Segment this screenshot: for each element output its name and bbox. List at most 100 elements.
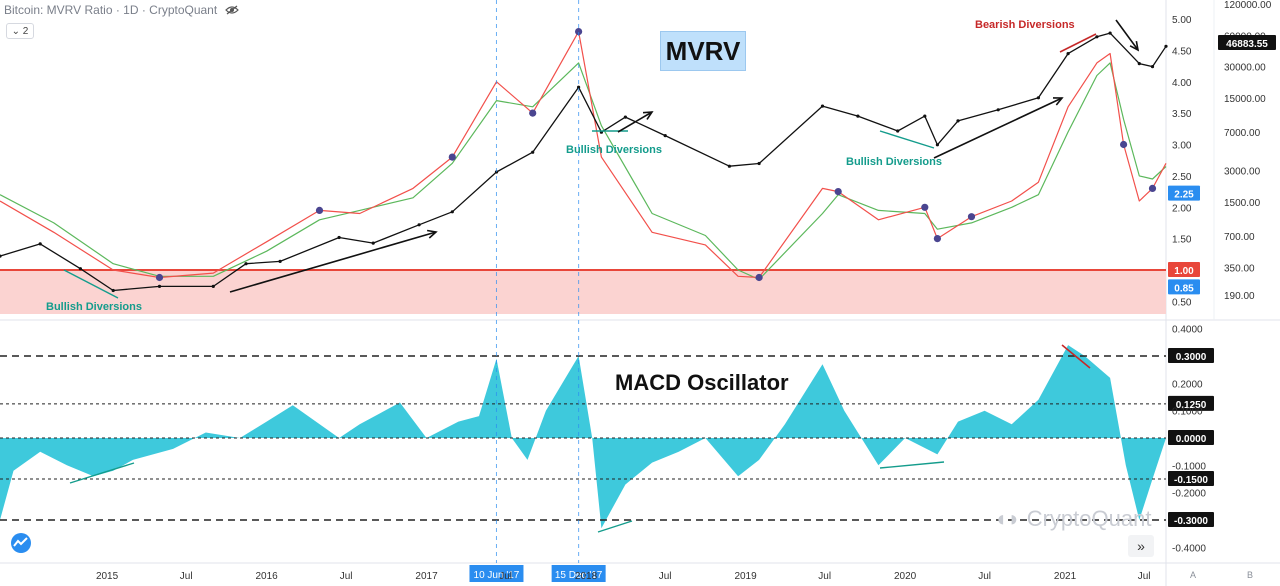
mvrv-dot [448, 153, 456, 161]
price-point [623, 115, 628, 119]
time-axis-label: 2017 [415, 571, 438, 582]
mvrv-axis-label: 2.50 [1172, 172, 1192, 183]
mvrv-dot [155, 273, 164, 282]
price-current-badge-bg [1218, 35, 1276, 50]
price-point [1164, 44, 1168, 48]
price-point [577, 85, 581, 89]
price-point [211, 284, 215, 288]
mvrv-axis-label: 0.50 [1172, 297, 1192, 308]
macd-axis-label: 0.4000 [1172, 325, 1203, 336]
price-point [996, 108, 1000, 112]
price-point [896, 129, 900, 133]
scroll-to-latest-button[interactable]: » [1128, 535, 1154, 557]
mvrv-dot [933, 235, 942, 243]
time-axis-label: 2021 [1054, 571, 1077, 582]
price-point [111, 288, 115, 293]
bullish-line-3 [879, 130, 935, 149]
macd-level-badge-bg [1168, 471, 1214, 486]
mvrv-one-badge: 1.00 [1168, 262, 1200, 277]
price-axis-label: 15000.00 [1224, 94, 1266, 105]
bearish-label: Bearish Diversions [975, 19, 1075, 31]
price-axis-label: 30000.00 [1224, 63, 1266, 74]
price-point [1137, 62, 1141, 66]
time-axis-label: Jul [1138, 571, 1151, 582]
macd-axis-label: -0.1000 [1172, 461, 1206, 472]
mvrv-axis-label: 4.50 [1172, 46, 1192, 57]
macd-level-badge-text: 0.3000 [1176, 352, 1207, 363]
price-point [0, 254, 2, 258]
auto-scale-button[interactable]: A [1189, 570, 1196, 580]
mvrv-axis-label: 5.00 [1172, 15, 1192, 26]
time-axis-label: 2016 [255, 571, 278, 582]
price-current-badge-text: 46883.55 [1226, 39, 1268, 50]
time-axis-label: Jul [978, 571, 991, 582]
below-one-zone [0, 270, 1166, 314]
price-axis-label: 7000.00 [1224, 128, 1261, 139]
bullish-arrow-2018-head [642, 111, 654, 120]
macd-level-badge-text: 0.1250 [1176, 400, 1207, 411]
bearish-arrow [1115, 19, 1140, 52]
price-point [450, 210, 454, 214]
date-marker-bg [551, 565, 606, 582]
price-point [820, 104, 825, 108]
watermark-text: ◖◗ CryptoQuant [994, 506, 1152, 531]
date-marker-badge: 15 Dec '17 [551, 565, 606, 582]
mvrv-dot [1120, 140, 1128, 149]
cryptoquant-logo-icon: ◖◗ [994, 506, 1021, 531]
macd-level-badge-bg [1168, 430, 1214, 445]
legend-toggle-button[interactable]: ⌄ 2 [6, 23, 34, 39]
macd-axis-label: -0.2000 [1172, 489, 1206, 500]
price-point [78, 267, 82, 271]
price-current-badge: 46883.55 [1218, 35, 1276, 50]
price-point [1108, 31, 1112, 35]
macd-bear-line [1061, 344, 1091, 369]
price-point [935, 143, 940, 147]
price-axis-label: 700.00 [1224, 232, 1255, 243]
bullish-label-2020: Bullish Diversions [846, 156, 942, 168]
price-point [663, 134, 667, 138]
time-axis-label: Jul [659, 571, 672, 582]
mvrv-axis-label: 1.50 [1172, 235, 1192, 246]
price-point [1066, 52, 1070, 56]
bullish-arrow-2020-shaft [933, 97, 1063, 159]
price-point [278, 259, 282, 263]
mvrv-axis-label: 3.50 [1172, 109, 1192, 120]
macd-axis-label: -0.4000 [1172, 543, 1206, 554]
mvrv-dot [575, 28, 583, 36]
eye-hidden-icon[interactable] [224, 4, 239, 18]
date-marker-bg [469, 565, 524, 582]
time-axis-label: 2015 [96, 571, 119, 582]
mvrv-dot [755, 273, 763, 282]
mvrv-panel: Bullish Diversions Bullish Diversions Bull… [0, 19, 1168, 314]
price-point [417, 223, 421, 227]
date-marker-text: 10 Jun '17 [474, 570, 520, 581]
macd-bull-line-2 [597, 520, 633, 533]
price-point [1036, 96, 1040, 100]
mvrv-dot [315, 206, 324, 214]
tradingview-logo-icon[interactable] [8, 532, 34, 554]
time-axis-label: Jul [340, 571, 353, 582]
price-point [757, 161, 761, 166]
macd-level-badge-bg [1168, 348, 1214, 363]
log-scale-button[interactable]: B [1246, 570, 1253, 580]
mvrv-one-badge-text: 1.00 [1174, 266, 1194, 277]
mvrv-one-badge-bg [1168, 262, 1200, 277]
price-axis-label: 350.00 [1224, 263, 1255, 274]
bullish-arrow-2020-head [1052, 97, 1064, 106]
date-marker-text: 15 Dec '17 [555, 570, 603, 581]
bullish-arrow-2020 [933, 97, 1064, 159]
mvrv-axis-label: 4.00 [1172, 78, 1192, 89]
bullish-arrow-2018-shaft [617, 111, 653, 133]
mvrv-current-badge-text: 2.25 [1174, 190, 1194, 201]
bullish-arrow-2018 [617, 111, 654, 133]
price-axis-label: 1500.00 [1224, 198, 1261, 209]
time-axis-label: Jul [180, 571, 193, 582]
macd-bull-line-1 [69, 462, 135, 484]
price-point [1095, 35, 1099, 39]
bearish-arrow-head [1129, 41, 1140, 52]
time-axis-label: Jul [499, 571, 512, 582]
price-point [157, 284, 162, 288]
chart-title: Bitcoin: MVRV Ratio · 1D · CryptoQuant [4, 3, 218, 17]
mvrv-title-box: MVRV [660, 31, 746, 71]
mvrv-dot [834, 188, 842, 196]
